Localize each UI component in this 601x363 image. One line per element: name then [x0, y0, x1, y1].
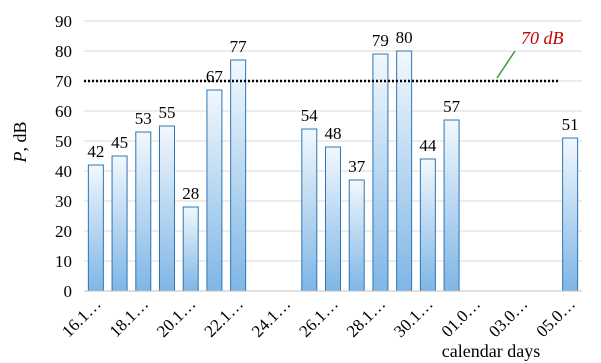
x-tick-label: 24.1…	[248, 294, 294, 340]
bar-19.1…	[159, 125, 175, 292]
bar-28.1…	[372, 53, 389, 292]
bar-25.1…	[301, 128, 318, 292]
reference-leader-line	[496, 50, 516, 79]
x-tick-label: 20.1…	[153, 294, 199, 340]
data-label: 55	[159, 103, 176, 122]
y-tick-label: 30	[55, 192, 72, 211]
data-labels: 42 45 53 55 28 67 77 54 48 37 79 80 44 57 51	[87, 28, 578, 203]
y-axis-title: P, dB	[10, 121, 30, 163]
data-label: 79	[372, 31, 389, 50]
bar-16.1…	[87, 164, 104, 292]
y-axis-title-symbol: P	[10, 152, 30, 164]
data-label: 53	[135, 109, 152, 128]
bar-20.1…	[182, 206, 199, 292]
data-label: 42	[87, 142, 104, 161]
bar-17.1…	[111, 155, 128, 292]
y-tick-label: 90	[55, 12, 72, 31]
x-axis-title: calendar days	[442, 341, 540, 361]
y-tick-label: 0	[64, 282, 73, 301]
bar-26.1…	[325, 146, 341, 292]
bar-22.1…	[230, 59, 247, 292]
x-tick-label: 28.1…	[343, 294, 389, 340]
data-label: 45	[111, 133, 128, 152]
y-tick-label: 50	[55, 132, 72, 151]
x-tick-label: 30.1…	[390, 294, 436, 340]
bar-31.1…	[443, 119, 460, 292]
x-tick-label: 05.0…	[532, 294, 578, 340]
y-axis-title-unit: , dB	[10, 121, 30, 151]
x-tick-label: 22.1…	[200, 294, 246, 340]
bar-05.0…	[562, 137, 579, 292]
bar-18.1…	[135, 131, 152, 292]
data-label: 37	[348, 157, 366, 176]
data-label: 51	[562, 115, 579, 134]
bar-27.1…	[348, 179, 365, 292]
data-label: 48	[325, 124, 342, 143]
bars	[87, 50, 579, 292]
bar-30.1…	[419, 158, 436, 292]
y-tick-label: 10	[55, 252, 72, 271]
x-axis-ticks: 16.1… 18.1… 20.1… 22.1… 24.1… 26.1… 28.1… 30.1……	[58, 294, 579, 340]
data-label: 28	[182, 184, 199, 203]
y-axis-ticks: 0 10 20 30 40 50 60 70 80 90	[55, 12, 72, 301]
x-tick-label: 26.1…	[295, 294, 341, 340]
data-label: 77	[230, 37, 248, 56]
bar-21.1…	[206, 89, 223, 292]
y-tick-label: 20	[55, 222, 72, 241]
data-label: 80	[396, 28, 413, 47]
x-tick-label: 03.0…	[485, 294, 531, 340]
data-label: 67	[206, 67, 224, 86]
x-tick-label: 18.1…	[106, 294, 152, 340]
data-label: 54	[301, 106, 319, 125]
data-label: 44	[419, 136, 437, 155]
y-tick-label: 60	[55, 102, 72, 121]
y-tick-label: 70	[55, 72, 72, 91]
data-label: 57	[443, 97, 461, 116]
y-tick-label: 80	[55, 42, 72, 61]
x-tick-label: 16.1…	[58, 294, 104, 340]
reference-line-label: 70 dB	[521, 28, 564, 48]
bar-29.1…	[396, 50, 413, 292]
x-tick-label: 01.0…	[438, 294, 484, 340]
y-tick-label: 40	[55, 162, 72, 181]
